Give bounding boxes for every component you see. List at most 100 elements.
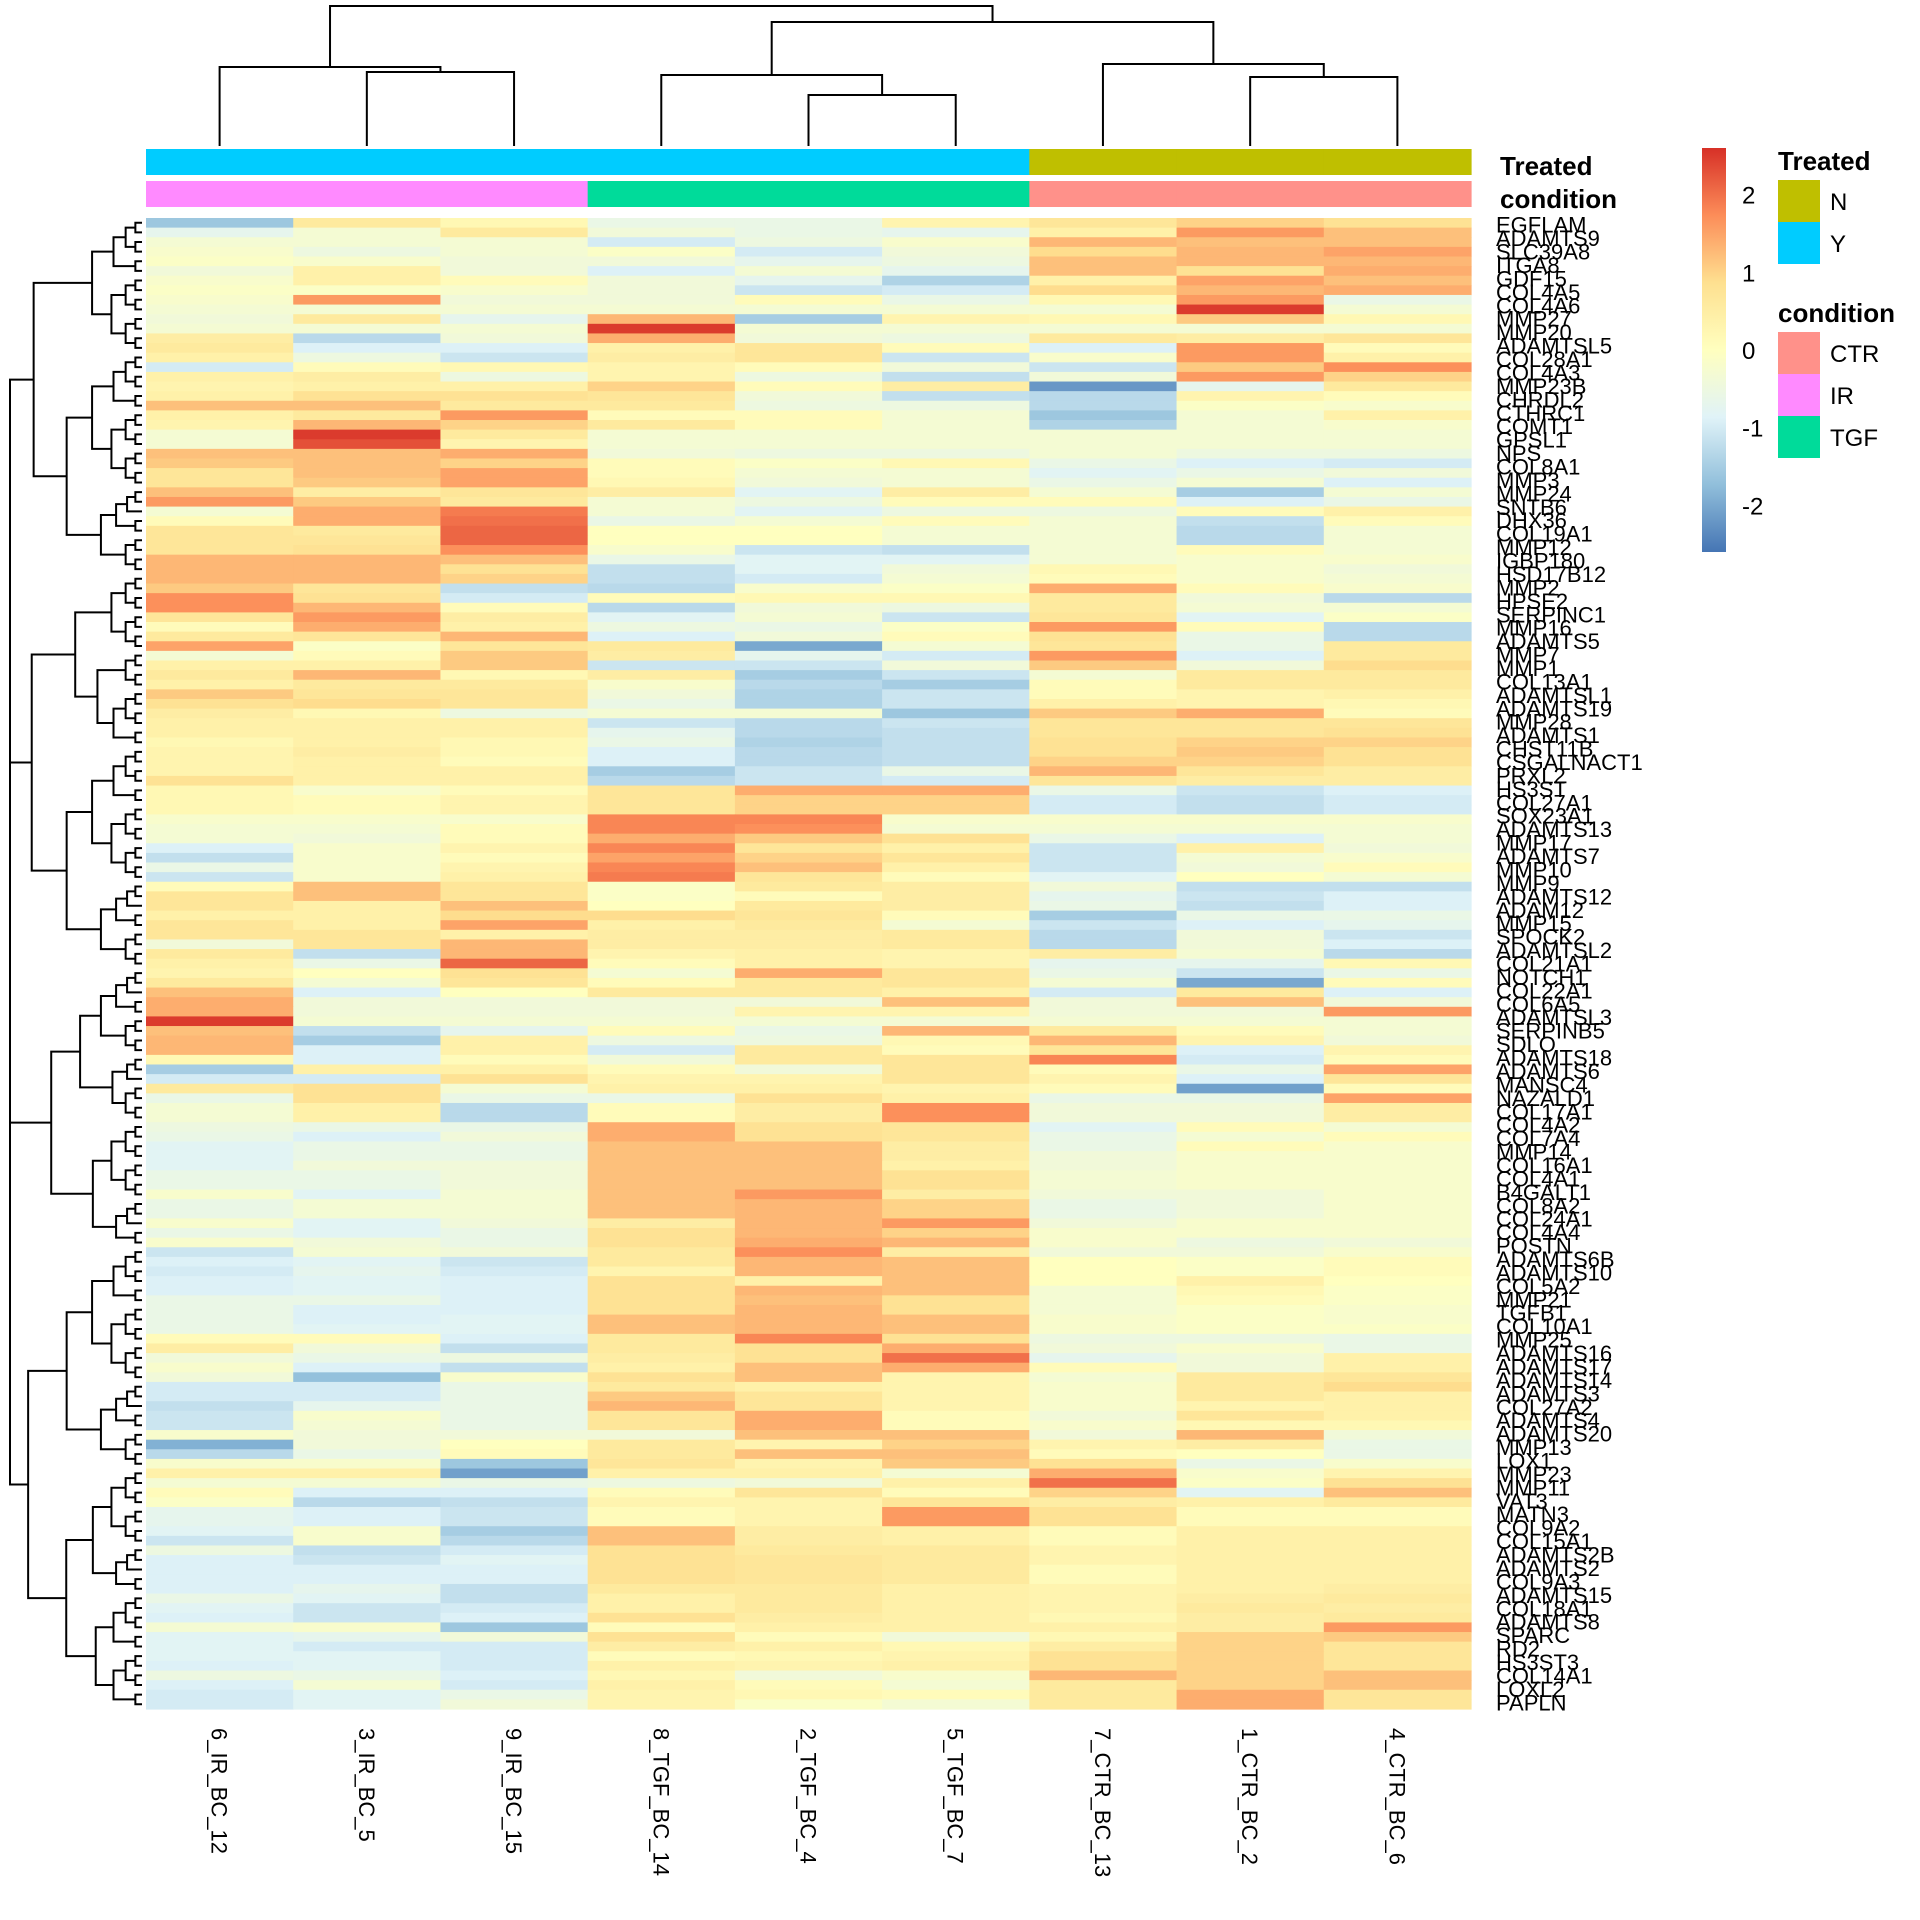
heatmap-cell bbox=[734, 1112, 883, 1123]
heatmap-cell bbox=[734, 1372, 883, 1383]
heatmap-cell bbox=[440, 939, 589, 950]
heatmap-cell bbox=[1029, 1555, 1178, 1566]
heatmap-cell bbox=[146, 747, 294, 758]
heatmap-cell bbox=[1029, 1391, 1178, 1402]
heatmap-cell bbox=[1176, 1651, 1325, 1662]
heatmap-cell bbox=[587, 352, 736, 363]
heatmap-cell bbox=[146, 554, 294, 565]
row-label: IGBP180 bbox=[1496, 549, 1585, 574]
row-label: COL27A1 bbox=[1496, 790, 1593, 815]
heatmap-cell bbox=[587, 573, 736, 585]
heatmap-cell bbox=[1176, 1228, 1325, 1239]
heatmap-cell bbox=[1029, 1295, 1178, 1306]
heatmap-cell bbox=[1029, 1170, 1178, 1181]
heatmap-cell bbox=[882, 1160, 1030, 1171]
heatmap-cell bbox=[440, 275, 589, 286]
heatmap-cell bbox=[146, 872, 294, 883]
heatmap-cell bbox=[146, 958, 294, 969]
heatmap-cell bbox=[587, 362, 736, 373]
heatmap-cell bbox=[882, 1045, 1030, 1056]
heatmap-cell bbox=[1176, 824, 1325, 835]
row-label: MMP11 bbox=[1496, 1475, 1570, 1500]
row-label: COL18A1 bbox=[1496, 1596, 1593, 1621]
heatmap-cell bbox=[587, 545, 736, 556]
heatmap-cell bbox=[1323, 1343, 1472, 1354]
heatmap-cell bbox=[293, 381, 442, 392]
row-label: SPOCK2 bbox=[1496, 925, 1585, 950]
heatmap-cell bbox=[440, 1439, 589, 1450]
heatmap-cell bbox=[293, 1122, 442, 1133]
heatmap-cell bbox=[1323, 1324, 1472, 1335]
heatmap-cell bbox=[734, 1064, 883, 1075]
heatmap-cell bbox=[1323, 670, 1472, 681]
dendrogram-link bbox=[807, 94, 957, 146]
dendrogram-link bbox=[124, 938, 136, 960]
dendrogram-link bbox=[91, 385, 114, 450]
heatmap-cell bbox=[1029, 670, 1178, 681]
heatmap-cell bbox=[587, 275, 736, 286]
heatmap-cell bbox=[1029, 968, 1178, 979]
heatmap-cell bbox=[1029, 1228, 1178, 1239]
row-label: MATN3 bbox=[1496, 1502, 1569, 1527]
dendrogram-link bbox=[134, 1251, 142, 1263]
row-label: MMP20 bbox=[1496, 320, 1572, 345]
heatmap-cell bbox=[1323, 900, 1472, 912]
dendrogram-link bbox=[110, 1140, 126, 1181]
heatmap-cell bbox=[293, 285, 442, 296]
heatmap-cell bbox=[146, 622, 294, 633]
heatmap-cell bbox=[882, 1468, 1030, 1479]
heatmap-cell bbox=[1176, 631, 1325, 642]
row-label: PRXL2 bbox=[1496, 763, 1566, 788]
heatmap-cell bbox=[1176, 881, 1325, 892]
heatmap-cell bbox=[293, 929, 442, 941]
row-label: COL5A2 bbox=[1496, 1274, 1580, 1299]
heatmap-cell bbox=[734, 1343, 883, 1354]
heatmap-cell bbox=[734, 323, 883, 335]
heatmap-cell bbox=[882, 1054, 1030, 1066]
dendrogram-link bbox=[134, 1693, 142, 1706]
heatmap-cell bbox=[1176, 516, 1325, 527]
heatmap-cell bbox=[587, 987, 736, 998]
heatmap-cell bbox=[882, 756, 1030, 767]
heatmap-cell bbox=[587, 323, 736, 335]
heatmap-cell bbox=[293, 487, 442, 498]
heatmap-cell bbox=[146, 1555, 294, 1566]
heatmap-cell bbox=[1029, 371, 1178, 383]
heatmap-cell bbox=[882, 1324, 1030, 1335]
heatmap-cell bbox=[293, 795, 442, 806]
annotation-cell-condition bbox=[293, 181, 442, 207]
heatmap-cell bbox=[440, 795, 589, 806]
heatmap-cell bbox=[734, 439, 883, 450]
heatmap-cell bbox=[146, 824, 294, 835]
heatmap-cell bbox=[882, 496, 1030, 508]
heatmap-cell bbox=[1029, 1651, 1178, 1662]
heatmap-cell bbox=[1176, 458, 1325, 469]
heatmap-cell bbox=[587, 795, 736, 806]
heatmap-cell bbox=[1029, 1497, 1178, 1508]
heatmap-cell bbox=[882, 218, 1030, 229]
heatmap-cell bbox=[882, 583, 1030, 594]
heatmap-cell bbox=[1029, 747, 1178, 758]
row-label: ADAMTS8 bbox=[1496, 1610, 1600, 1635]
heatmap-cell bbox=[146, 1430, 294, 1441]
heatmap-cell bbox=[1029, 285, 1178, 296]
heatmap-cell bbox=[734, 1516, 883, 1527]
heatmap-cell bbox=[293, 1478, 442, 1489]
column-label: 5_TGF_BC_7 bbox=[943, 1728, 968, 1864]
heatmap-cell bbox=[734, 1353, 883, 1364]
dendrogram-link bbox=[134, 1126, 142, 1138]
heatmap-cell bbox=[293, 1622, 442, 1633]
row-label: COL4A5 bbox=[1496, 280, 1580, 305]
heatmap-cell bbox=[1029, 1410, 1178, 1422]
heatmap-cell bbox=[1323, 1526, 1472, 1537]
heatmap-cell bbox=[734, 1651, 883, 1662]
heatmap-cell bbox=[1323, 439, 1472, 450]
heatmap-cell bbox=[587, 1054, 736, 1066]
heatmap-cell bbox=[146, 477, 294, 488]
heatmap-cell bbox=[1176, 727, 1325, 739]
heatmap-cell bbox=[882, 1699, 1030, 1710]
heatmap-cell bbox=[734, 1237, 883, 1248]
heatmap-cell bbox=[146, 775, 294, 787]
heatmap-cell bbox=[440, 1247, 589, 1258]
